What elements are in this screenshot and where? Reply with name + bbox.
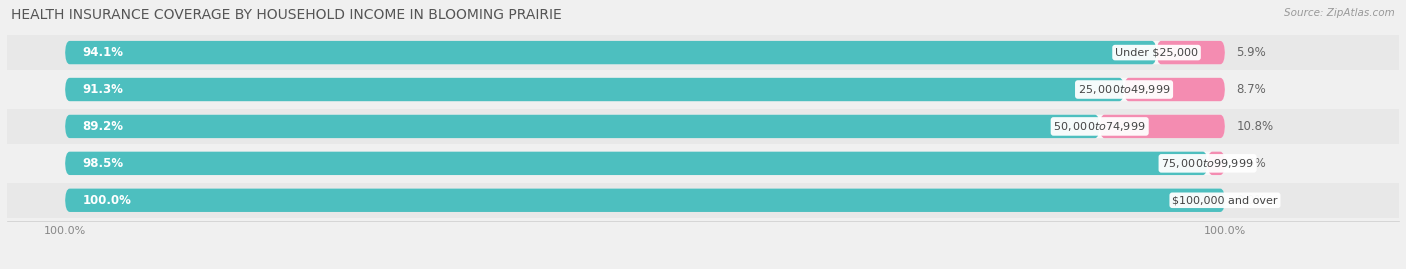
Text: $25,000 to $49,999: $25,000 to $49,999 [1078,83,1170,96]
Bar [7,72,1399,107]
Text: $50,000 to $74,999: $50,000 to $74,999 [1053,120,1146,133]
Text: 0.0%: 0.0% [1237,194,1267,207]
FancyBboxPatch shape [65,78,1123,101]
FancyBboxPatch shape [65,78,1225,101]
Text: 5.9%: 5.9% [1237,46,1267,59]
Bar [7,183,1399,218]
FancyBboxPatch shape [65,189,1225,212]
Text: Under $25,000: Under $25,000 [1115,48,1198,58]
FancyBboxPatch shape [1123,78,1225,101]
Text: 89.2%: 89.2% [83,120,124,133]
FancyBboxPatch shape [65,115,1225,138]
FancyBboxPatch shape [65,115,1099,138]
Text: 8.7%: 8.7% [1237,83,1267,96]
FancyBboxPatch shape [65,152,1208,175]
FancyBboxPatch shape [65,189,1225,212]
Text: 100.0%: 100.0% [83,194,131,207]
Text: Source: ZipAtlas.com: Source: ZipAtlas.com [1284,8,1395,18]
Text: 10.8%: 10.8% [1237,120,1274,133]
FancyBboxPatch shape [65,152,1225,175]
Text: 91.3%: 91.3% [83,83,124,96]
Bar [7,35,1399,70]
Text: 98.5%: 98.5% [83,157,124,170]
FancyBboxPatch shape [65,41,1225,64]
Text: $100,000 and over: $100,000 and over [1173,195,1278,205]
Bar [7,146,1399,181]
FancyBboxPatch shape [65,41,1157,64]
Text: HEALTH INSURANCE COVERAGE BY HOUSEHOLD INCOME IN BLOOMING PRAIRIE: HEALTH INSURANCE COVERAGE BY HOUSEHOLD I… [11,8,562,22]
Text: 94.1%: 94.1% [83,46,124,59]
Bar [7,109,1399,144]
FancyBboxPatch shape [1157,41,1225,64]
Text: $75,000 to $99,999: $75,000 to $99,999 [1161,157,1254,170]
Text: 1.5%: 1.5% [1237,157,1267,170]
FancyBboxPatch shape [1099,115,1225,138]
FancyBboxPatch shape [1208,152,1225,175]
